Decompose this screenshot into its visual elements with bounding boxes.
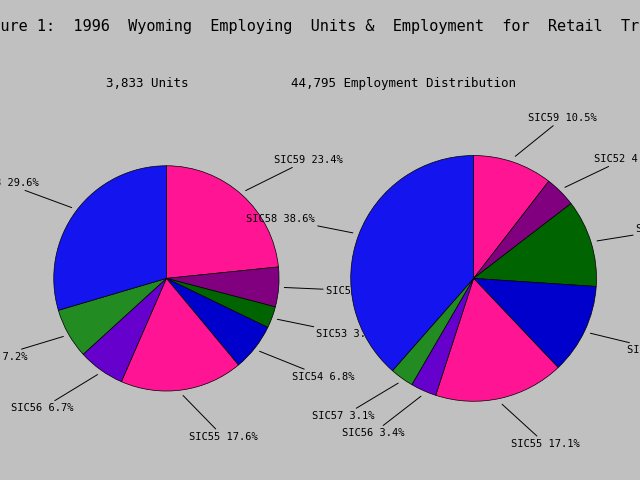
Wedge shape xyxy=(58,278,166,354)
Wedge shape xyxy=(83,278,166,382)
Text: SIC55 17.6%: SIC55 17.6% xyxy=(183,396,258,442)
Wedge shape xyxy=(412,278,474,396)
Wedge shape xyxy=(166,267,279,307)
Text: SIC52 4.1%: SIC52 4.1% xyxy=(565,154,640,187)
Wedge shape xyxy=(351,156,474,371)
Text: SIC55 17.1%: SIC55 17.1% xyxy=(502,404,580,449)
Text: SIC58 29.6%: SIC58 29.6% xyxy=(0,178,72,207)
Text: SIC58 38.6%: SIC58 38.6% xyxy=(246,214,353,233)
Text: SIC56 3.4%: SIC56 3.4% xyxy=(342,396,421,438)
Wedge shape xyxy=(474,156,548,278)
Wedge shape xyxy=(474,181,571,278)
Text: SIC57 3.1%: SIC57 3.1% xyxy=(312,383,398,421)
Wedge shape xyxy=(166,278,275,327)
Text: SIC54 6.8%: SIC54 6.8% xyxy=(260,351,355,382)
Wedge shape xyxy=(474,204,596,287)
Text: SIC57 7.2%: SIC57 7.2% xyxy=(0,336,63,362)
Text: SIC59 10.5%: SIC59 10.5% xyxy=(515,113,597,156)
Wedge shape xyxy=(54,166,166,310)
Text: SIC56 6.7%: SIC56 6.7% xyxy=(11,374,97,413)
Wedge shape xyxy=(436,278,558,401)
Text: 44,795 Employment Distribution: 44,795 Employment Distribution xyxy=(291,77,516,90)
Text: SIC53 11.5%: SIC53 11.5% xyxy=(597,224,640,241)
Wedge shape xyxy=(474,278,596,368)
Wedge shape xyxy=(392,278,474,384)
Wedge shape xyxy=(166,278,268,365)
Text: 3,833 Units: 3,833 Units xyxy=(106,77,188,90)
Wedge shape xyxy=(166,166,278,278)
Text: Figure 1:  1996  Wyoming  Employing  Units &  Employment  for  Retail  Trade: Figure 1: 1996 Wyoming Employing Units &… xyxy=(0,19,640,34)
Text: SIC52 5.7%: SIC52 5.7% xyxy=(284,286,388,296)
Wedge shape xyxy=(122,278,239,391)
Text: SIC54 11.9%: SIC54 11.9% xyxy=(590,333,640,356)
Text: SIC53 3.1%: SIC53 3.1% xyxy=(277,319,379,339)
Text: SIC59 23.4%: SIC59 23.4% xyxy=(246,155,342,191)
